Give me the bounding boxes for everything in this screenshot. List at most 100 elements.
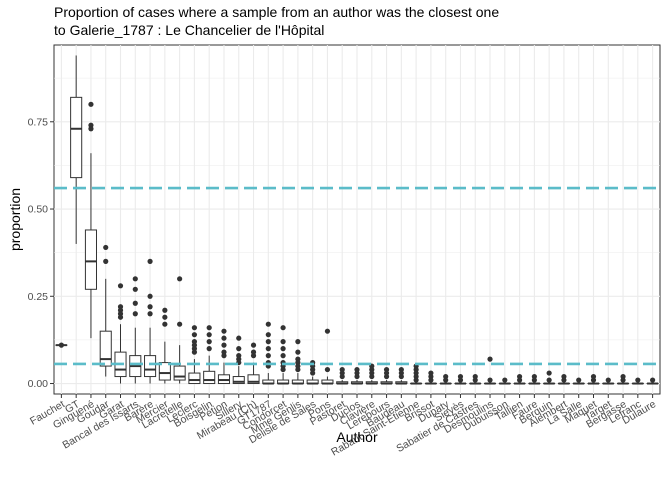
- box-13: [232, 335, 245, 385]
- box-8: [158, 307, 171, 384]
- outlier-point: [472, 377, 478, 383]
- y-tick-label: 0.50: [28, 204, 49, 216]
- outlier-point: [620, 377, 626, 383]
- reference-lines: [54, 186, 660, 366]
- outlier-point: [324, 328, 331, 334]
- outlier-point: [236, 335, 242, 341]
- box: [247, 374, 260, 385]
- outlier-point: [117, 314, 124, 320]
- box-38: [602, 377, 615, 385]
- y-axis-title: proportion: [7, 188, 23, 251]
- box-23: [380, 366, 393, 385]
- outlier-point: [177, 276, 183, 282]
- chart-subtitle: to Galerie_1787 : Le Chancelier de l'Hôp…: [54, 22, 324, 38]
- box: [70, 96, 83, 179]
- outlier-point: [162, 307, 168, 313]
- outlier-point: [295, 339, 301, 345]
- outlier-point: [147, 304, 153, 310]
- box-6: [129, 276, 142, 384]
- box: [173, 365, 186, 381]
- outlier-point: [398, 373, 404, 380]
- outlier-point: [191, 349, 198, 355]
- box-3: [84, 101, 97, 339]
- outlier-point: [132, 311, 138, 317]
- outlier-point: [443, 377, 449, 383]
- outlier-point: [221, 335, 227, 341]
- box-41: [646, 377, 659, 385]
- outlier-point: [487, 377, 493, 383]
- box-1: [55, 342, 68, 348]
- box-30: [483, 356, 497, 385]
- outlier-point: [162, 314, 168, 320]
- box-16: [277, 325, 290, 385]
- box-28: [454, 373, 467, 385]
- outlier-point: [561, 377, 567, 383]
- outlier-point: [576, 377, 582, 383]
- outlier-point: [147, 258, 153, 264]
- outlier-point: [103, 244, 109, 251]
- box-11: [203, 325, 216, 385]
- outlier-point: [206, 332, 212, 338]
- y-tick-label: 0.00: [28, 378, 49, 390]
- box-24: [395, 366, 408, 385]
- outlier-point: [221, 342, 227, 348]
- box-25: [410, 363, 423, 385]
- chart-title: Proportion of cases where a sample from …: [54, 4, 499, 20]
- outlier-point: [369, 373, 375, 380]
- box: [158, 362, 171, 381]
- x-axis-title: Author: [336, 429, 378, 445]
- box-34: [543, 370, 556, 385]
- outlier-point: [487, 356, 493, 362]
- box-21: [350, 366, 364, 385]
- outlier-point: [221, 353, 227, 359]
- outlier-point: [280, 366, 286, 373]
- boxes: [55, 55, 659, 385]
- box: [84, 229, 97, 290]
- box-14: [247, 342, 260, 385]
- outlier-point: [546, 377, 552, 383]
- outlier-point: [635, 377, 641, 383]
- box-12: [217, 328, 231, 385]
- outlier-point: [280, 353, 286, 359]
- outlier-point: [265, 339, 271, 345]
- outlier-point: [191, 332, 198, 338]
- outlier-point: [236, 346, 242, 352]
- outlier-point: [383, 373, 390, 380]
- outlier-point: [590, 377, 597, 383]
- outlier-point: [177, 321, 183, 327]
- box-31: [498, 377, 511, 385]
- outlier-point: [265, 346, 271, 352]
- outlier-point: [280, 346, 286, 352]
- outlier-point: [88, 101, 94, 107]
- outlier-point: [516, 377, 523, 383]
- y-tick-label: 0.25: [28, 291, 49, 303]
- box-7: [144, 258, 157, 384]
- outlier-point: [132, 286, 138, 292]
- box-22: [365, 363, 378, 385]
- box-9: [173, 276, 186, 384]
- outlier-point: [605, 377, 611, 383]
- box-26: [424, 370, 437, 385]
- outlier-point: [428, 377, 434, 383]
- box-37: [587, 373, 600, 385]
- outlier-point: [265, 321, 271, 327]
- outlier-point: [531, 377, 537, 383]
- outlier-point: [280, 325, 286, 331]
- box: [188, 372, 201, 385]
- outlier-point: [339, 373, 345, 380]
- outlier-point: [221, 328, 227, 334]
- box-32: [513, 373, 526, 385]
- box: [99, 330, 112, 367]
- outlier-point: [132, 300, 138, 306]
- box-40: [631, 377, 644, 385]
- outlier-point: [265, 332, 271, 338]
- outlier-point: [295, 349, 301, 355]
- outlier-point: [295, 366, 301, 373]
- outlier-point: [206, 325, 212, 331]
- y-tick-label: 0.75: [28, 116, 49, 128]
- box-17: [291, 339, 304, 385]
- outlier-point: [546, 370, 552, 376]
- outlier-point: [250, 353, 257, 359]
